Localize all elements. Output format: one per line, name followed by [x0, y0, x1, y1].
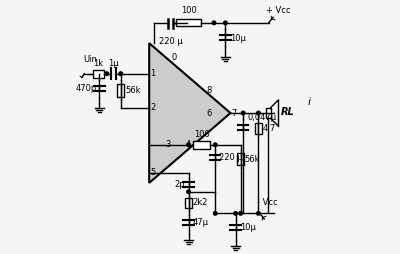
Text: Uin: Uin [83, 55, 97, 64]
Text: 4: 4 [186, 140, 191, 149]
Text: 56k: 56k [125, 86, 141, 95]
Circle shape [187, 190, 190, 194]
Text: 1k: 1k [94, 59, 104, 68]
Circle shape [119, 72, 122, 75]
Polygon shape [149, 43, 230, 183]
Circle shape [212, 21, 216, 25]
Text: 5: 5 [150, 168, 156, 177]
Circle shape [257, 212, 260, 215]
Circle shape [214, 212, 217, 215]
Text: 2k2: 2k2 [193, 198, 208, 208]
Bar [185, 198, 192, 208]
Text: 47µ: 47µ [193, 218, 209, 227]
Text: 100: 100 [181, 6, 196, 15]
Bar [117, 84, 124, 97]
Text: 56k: 56k [245, 154, 260, 164]
Text: 4,7: 4,7 [262, 124, 276, 133]
Text: 220 µ: 220 µ [219, 153, 243, 162]
Circle shape [239, 212, 242, 215]
Text: i: i [308, 97, 311, 107]
Text: RL: RL [281, 107, 295, 117]
Circle shape [187, 143, 190, 147]
Text: 0,047µ: 0,047µ [248, 113, 277, 122]
Text: 7: 7 [232, 108, 237, 118]
Bar [266, 108, 271, 118]
Text: 1µ: 1µ [108, 59, 119, 68]
Text: 8: 8 [206, 86, 212, 95]
Circle shape [224, 21, 227, 25]
Text: 10µ: 10µ [240, 223, 256, 232]
Text: 470p: 470p [75, 84, 97, 93]
Circle shape [234, 212, 237, 215]
Bar [255, 123, 262, 134]
Text: 6: 6 [206, 108, 212, 118]
Text: - Vcc: - Vcc [257, 198, 278, 207]
Circle shape [105, 72, 108, 75]
Text: 220 µ: 220 µ [159, 37, 183, 46]
Text: 0: 0 [172, 53, 177, 62]
Circle shape [257, 111, 260, 115]
Bar [237, 153, 244, 165]
Text: 2: 2 [150, 103, 156, 113]
Circle shape [214, 143, 217, 147]
Text: 1: 1 [150, 69, 156, 78]
Text: 10µ: 10µ [230, 34, 246, 43]
Bar [93, 70, 104, 78]
Text: 100: 100 [194, 130, 210, 139]
Text: + Vcc: + Vcc [266, 6, 290, 15]
Circle shape [242, 111, 245, 115]
Bar [193, 141, 210, 149]
Bar [176, 19, 201, 26]
Text: 3: 3 [166, 140, 171, 149]
Text: 2p: 2p [174, 180, 185, 189]
